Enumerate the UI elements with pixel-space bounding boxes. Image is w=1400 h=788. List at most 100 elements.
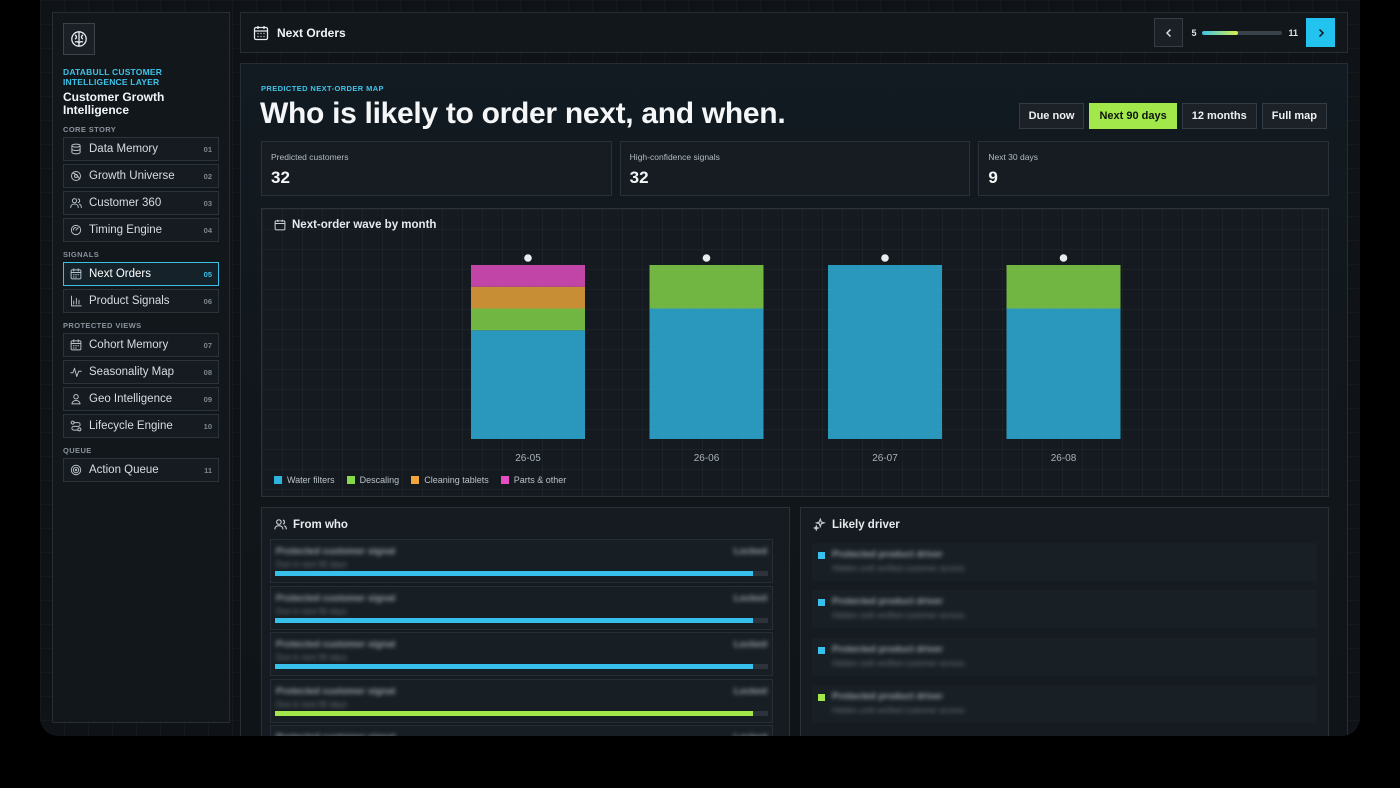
bar-segment-water-filters[interactable] [828, 265, 942, 439]
customer-name: Protected customer signal [276, 639, 396, 650]
driver-name: Protected product driver [832, 643, 943, 655]
chevron-left-icon [1164, 28, 1174, 38]
sidebar-item-label: Seasonality Map [89, 366, 175, 378]
from-who-panel: From who Protected customer signal Due in… [261, 507, 790, 736]
sidebar-item-seasonality-map[interactable]: Seasonality Map 08 [63, 360, 219, 384]
bar-peak-marker [524, 254, 532, 262]
sidebar-item-cohort-memory[interactable]: Cohort Memory 07 [63, 333, 219, 357]
sidebar-item-product-signals[interactable]: Product Signals 06 [63, 289, 219, 313]
page-progress-fill [1202, 30, 1239, 35]
database-icon [70, 143, 82, 155]
driver-row[interactable]: Protected product driver Hidden until ver… [812, 684, 1317, 723]
calendar-icon [70, 339, 82, 351]
sidebar-nav: CORE STORY Data Memory 01 Growth Universe 02… [63, 125, 219, 482]
sidebar-item-label: Customer 360 [89, 197, 162, 209]
sidebar-item-number: 06 [203, 296, 212, 306]
driver-row[interactable]: Protected product driver Hidden until ver… [812, 637, 1317, 676]
bar-segment-descaling[interactable] [649, 265, 764, 309]
lock-status: Locked [733, 639, 767, 650]
stat-card: High-confidence signals 32 [619, 141, 971, 196]
lock-status: Locked [733, 546, 767, 557]
bar-segment-descaling[interactable] [471, 308, 585, 331]
stat-label: Predicted customers [271, 152, 349, 162]
customer-name: Protected customer signal [276, 546, 396, 557]
legend-item: Parts & other [500, 475, 566, 485]
bar-segment-cleaning-tablets[interactable] [471, 286, 585, 309]
user-pin-icon [70, 393, 82, 405]
chevron-right-icon [1316, 28, 1326, 38]
driver-sub: Hidden until verified customer access [832, 705, 965, 715]
chart-title-text: Next-order wave by month [292, 219, 437, 231]
bar-peak-marker [881, 254, 889, 262]
signal-strength-fill [275, 571, 754, 576]
sidebar-item-label: Geo Intelligence [89, 393, 173, 405]
bar-segment-water-filters[interactable] [649, 308, 764, 440]
stat-value: 9 [988, 168, 998, 187]
chart-title: Next-order wave by month [274, 219, 436, 231]
sidebar-item-data-memory[interactable]: Data Memory 01 [63, 137, 219, 161]
legend-item: Descaling [346, 475, 400, 485]
sidebar-item-label: Next Orders [89, 268, 151, 280]
stat-label: High-confidence signals [629, 152, 720, 162]
page-current: 5 [1191, 27, 1197, 38]
sidebar-item-customer-360[interactable]: Customer 360 03 [63, 191, 219, 215]
customer-signal-row[interactable]: Protected customer signal Due in next 90 … [270, 585, 773, 630]
sidebar-item-timing-engine[interactable]: Timing Engine 04 [63, 218, 219, 242]
customer-signal-row[interactable]: Protected customer signal Due in next 90 … [270, 632, 773, 676]
customer-sub: Due in next 90 days [276, 653, 347, 662]
customer-signal-row[interactable]: Protected customer signal Due in next 90 … [270, 539, 773, 583]
from-who-title: From who [274, 518, 348, 531]
sidebar-item-number: 01 [203, 144, 212, 154]
legend-label: Cleaning tablets [424, 475, 489, 485]
next-page-button[interactable] [1306, 18, 1335, 47]
calendar-icon [253, 25, 269, 41]
stat-card: Next 30 days 9 [978, 141, 1330, 196]
sidebar-item-number: 05 [203, 269, 212, 279]
driver-color-dot [818, 646, 825, 654]
chart-canvas: 26-05 26-06 26-07 26-08 [471, 254, 1121, 464]
chart-legend: Water filters Descaling Cleaning tablets Pa… [274, 475, 566, 485]
topbar: Next Orders 5 11 [240, 12, 1348, 53]
brain-logo-icon[interactable] [63, 23, 95, 55]
range-12-months-button[interactable]: 12 months [1181, 103, 1257, 129]
signal-strength-fill [275, 617, 754, 623]
page-total: 11 [1288, 27, 1298, 38]
signal-strength-track [275, 617, 768, 623]
bar-segment-water-filters[interactable] [1006, 308, 1121, 440]
from-who-title-text: From who [293, 518, 348, 531]
legend-label: Water filters [287, 475, 335, 485]
prev-page-button[interactable] [1154, 18, 1184, 47]
lock-status: Locked [733, 685, 767, 697]
page-progress-track [1202, 30, 1283, 35]
sidebar-item-action-queue[interactable]: Action Queue 11 [63, 458, 219, 482]
sidebar-item-geo-intelligence[interactable]: Geo Intelligence 09 [63, 387, 219, 411]
driver-name: Protected product driver [832, 596, 943, 608]
driver-color-dot [818, 552, 825, 559]
sidebar-item-number: 11 [204, 465, 212, 475]
bar-segment-water-filters[interactable] [471, 330, 585, 439]
driver-color-dot [818, 693, 825, 701]
legend-swatch [274, 476, 282, 484]
sidebar-item-growth-universe[interactable]: Growth Universe 02 [63, 164, 219, 188]
stats-row: Predicted customers 32 High-confidence sig… [261, 141, 1330, 196]
customer-signal-row[interactable]: Protected customer signal Due in next 90 … [270, 678, 773, 723]
driver-row[interactable]: Protected product driver Hidden until ver… [812, 543, 1317, 581]
customer-name: Protected customer signal [276, 592, 396, 604]
range-full-map-button[interactable]: Full map [1261, 103, 1327, 129]
bar-segment-descaling[interactable] [1006, 265, 1121, 309]
range-next-90-days-button[interactable]: Next 90 days [1089, 103, 1177, 129]
stat-value: 32 [629, 168, 649, 187]
driver-row[interactable]: Protected product driver Hidden until ver… [812, 590, 1317, 629]
bar-segment-parts-other[interactable] [471, 265, 585, 287]
range-due-now-button[interactable]: Due now [1018, 103, 1085, 129]
legend-label: Descaling [359, 475, 400, 485]
signal-strength-track [275, 571, 768, 576]
customer-signal-row[interactable]: Protected customer signal Locked [270, 725, 773, 736]
sidebar-item-next-orders[interactable]: Next Orders 05 [63, 262, 219, 286]
users-icon [274, 518, 287, 531]
x-tick-label: 26-08 [1051, 453, 1077, 464]
app-window: DATABULL CUSTOMER INTELLIGENCE LAYER Cus… [40, 0, 1360, 736]
sidebar-item-lifecycle-engine[interactable]: Lifecycle Engine 10 [63, 414, 219, 438]
gauge-icon [70, 224, 82, 236]
driver-sub: Hidden until verified customer access [832, 611, 965, 621]
